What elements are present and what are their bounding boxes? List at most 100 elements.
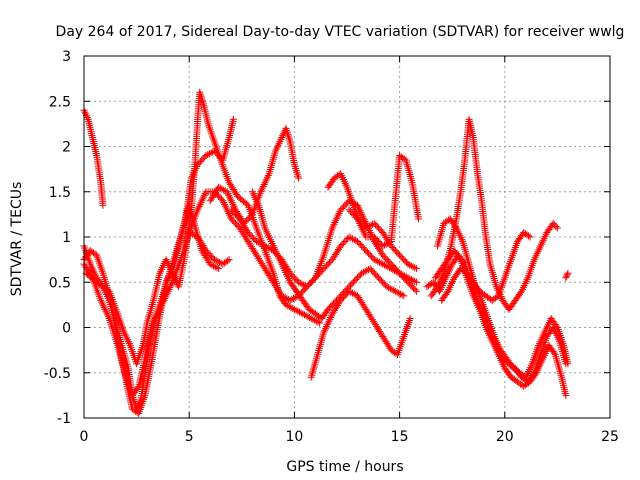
data-point: [213, 264, 221, 272]
data-point: [82, 110, 90, 118]
data-point: [226, 195, 234, 203]
data-point: [212, 257, 220, 265]
data-point: [201, 190, 209, 198]
data-point: [101, 305, 109, 313]
data-point: [210, 256, 218, 264]
data-point: [345, 287, 353, 295]
data-point: [320, 328, 328, 336]
data-point: [298, 280, 306, 288]
data-point: [194, 206, 202, 214]
data-point: [406, 314, 414, 322]
data-point: [198, 197, 206, 205]
data-point: [220, 186, 228, 194]
data-point: [208, 261, 216, 269]
data-point: [287, 304, 295, 312]
data-point: [81, 108, 89, 116]
data-point: [260, 181, 268, 189]
data-point: [400, 292, 408, 300]
data-point: [350, 236, 358, 244]
data-point: [295, 308, 303, 316]
data-point: [380, 241, 388, 249]
series-arc-15: [433, 215, 572, 381]
data-point: [370, 256, 378, 264]
y-tick-label: 2.5: [49, 94, 71, 110]
data-point: [304, 313, 312, 321]
x-tick-label: 15: [391, 429, 409, 445]
series-arc-4: [80, 115, 237, 399]
data-point: [263, 173, 271, 181]
data-point: [258, 186, 266, 194]
data-point: [524, 232, 532, 240]
data-point: [294, 172, 302, 180]
series-arc-3: [80, 201, 223, 417]
data-point: [301, 282, 309, 290]
data-point: [297, 309, 305, 317]
data-point: [395, 289, 403, 297]
x-tick-label: 0: [80, 429, 89, 445]
data-point: [326, 315, 334, 323]
data-point: [359, 268, 367, 276]
y-tick-label: 0: [62, 321, 71, 337]
series-arc-18: [562, 269, 572, 282]
data-point: [348, 235, 356, 243]
data-point: [200, 191, 208, 199]
data-point: [552, 322, 560, 330]
y-tick-label: -1: [57, 411, 71, 427]
data-point: [411, 286, 419, 294]
data-point: [331, 219, 339, 227]
data-point: [284, 302, 292, 310]
data-point: [215, 183, 223, 191]
data-point: [214, 257, 222, 265]
data-point: [372, 257, 380, 265]
data-point: [225, 256, 233, 264]
data-point: [286, 296, 294, 304]
data-point: [563, 272, 571, 280]
data-point: [309, 315, 317, 323]
data-point: [282, 301, 290, 309]
series-arc-10: [307, 287, 414, 381]
chart-title: Day 264 of 2017, Sidereal Day-to-day VTE…: [56, 24, 625, 40]
data-point: [330, 220, 338, 228]
data-point: [411, 264, 419, 272]
data-point: [412, 278, 420, 286]
data-point: [332, 217, 340, 225]
data-point: [563, 271, 571, 279]
data-point: [258, 184, 266, 192]
data-point: [398, 291, 406, 299]
data-point: [359, 212, 367, 220]
data-point: [222, 204, 230, 212]
data-point: [365, 222, 373, 230]
data-point: [311, 316, 319, 324]
data-point: [369, 220, 377, 228]
data-point: [356, 207, 364, 215]
data-point: [412, 287, 420, 295]
data-point: [361, 267, 369, 275]
data-point: [288, 295, 296, 303]
x-tick-label: 25: [601, 429, 619, 445]
data-point: [279, 293, 287, 301]
data-point: [293, 170, 301, 178]
data-point: [347, 288, 355, 296]
data-point: [456, 254, 464, 262]
data-point: [388, 285, 396, 293]
data-point: [302, 312, 310, 320]
data-point: [364, 266, 372, 274]
data-point: [409, 276, 417, 284]
x-tick-label: 10: [285, 429, 303, 445]
data-point: [291, 163, 299, 171]
data-point: [100, 304, 108, 312]
data-point: [526, 233, 534, 241]
y-tick-label: 2: [62, 140, 71, 156]
data-point: [407, 262, 415, 270]
data-point: [322, 324, 330, 332]
y-tick-label: 0.5: [49, 275, 71, 291]
data-point: [306, 314, 314, 322]
data-point: [103, 309, 111, 317]
data-point: [226, 211, 234, 219]
y-tick-label: 1: [62, 230, 71, 246]
y-tick-label: 1.5: [49, 185, 71, 201]
x-axis-label: GPS time / hours: [286, 459, 403, 475]
data-point: [226, 193, 234, 201]
data-point: [325, 317, 333, 325]
data-point: [300, 311, 308, 319]
